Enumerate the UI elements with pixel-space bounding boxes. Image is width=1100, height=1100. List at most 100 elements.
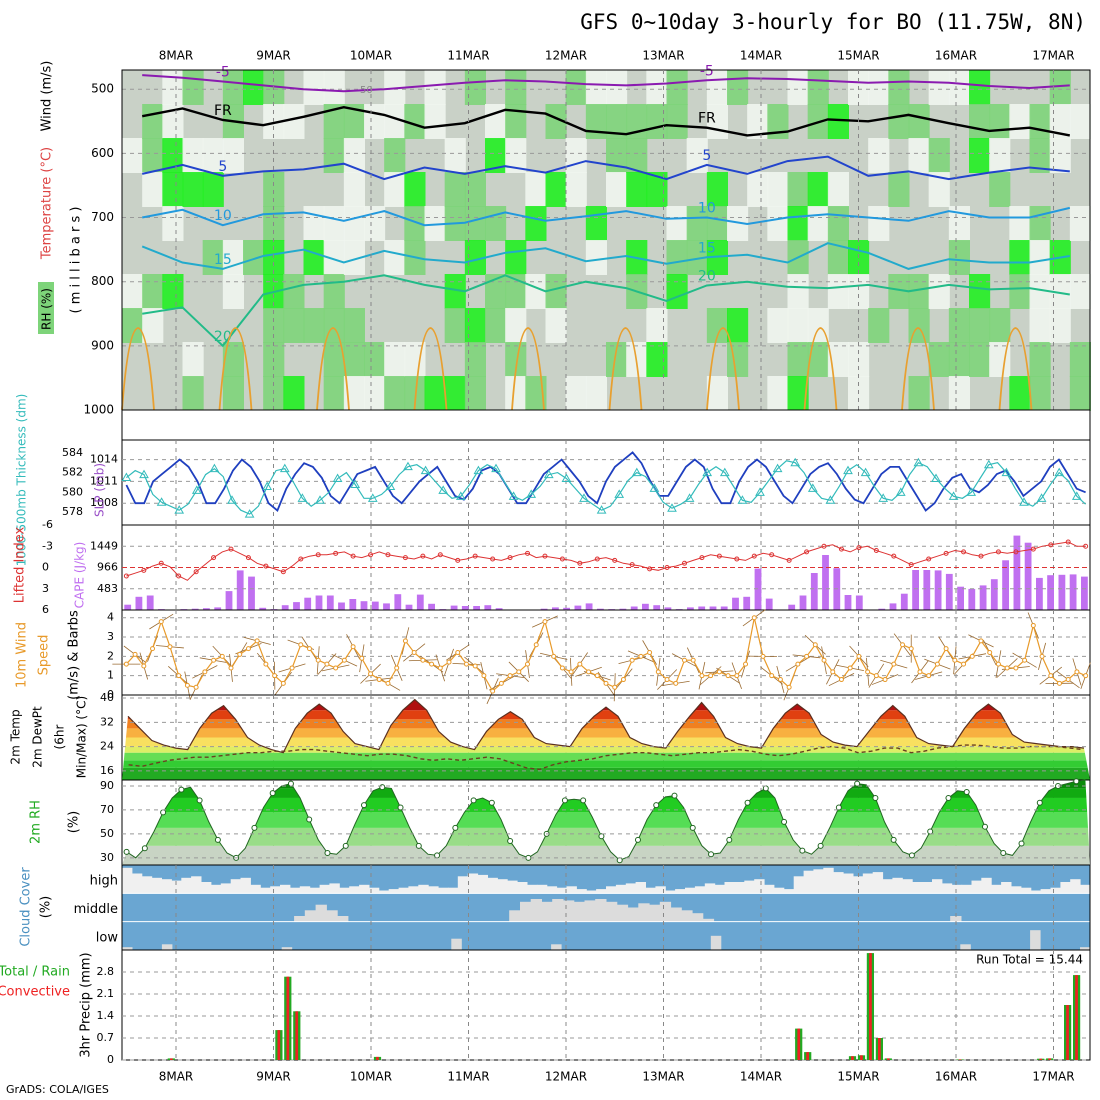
rh-cell	[989, 342, 1011, 377]
cape-bar	[450, 605, 458, 610]
rh-band	[122, 845, 1090, 865]
rh-tick-label: 30	[100, 851, 114, 864]
rh-point	[287, 780, 294, 787]
isotherm-label: 10	[214, 208, 232, 224]
cloud-cell-low	[960, 944, 971, 950]
cape-bar	[1013, 535, 1021, 610]
cloud-cell-high	[576, 889, 587, 894]
thickness-point	[1001, 467, 1012, 477]
rh-cell	[505, 138, 527, 173]
date-label-bottom: 13MAR	[642, 1070, 684, 1084]
rh-contour-label: 50	[360, 85, 373, 96]
wind-speed-point	[838, 677, 844, 683]
wind-speed-point	[551, 653, 557, 659]
rh-cell	[1069, 274, 1091, 309]
cloud-cell-high	[694, 886, 706, 894]
cloud-cell-low	[281, 947, 293, 950]
rh-cell	[727, 70, 749, 105]
lifted-index-point	[1065, 539, 1071, 545]
wind-speed-point	[315, 657, 321, 663]
cape-bar	[912, 570, 919, 610]
temp-band	[122, 728, 1090, 738]
cloud-cell-high	[862, 873, 874, 894]
rh-cell	[444, 274, 466, 309]
cape-bar	[799, 595, 807, 610]
rh-cell	[424, 70, 446, 105]
wind-speed-point	[865, 669, 871, 675]
temp-band	[122, 746, 1090, 753]
precip-convective-bar	[277, 1030, 281, 1060]
rh-cell	[827, 104, 849, 139]
cloud-cell-high	[635, 882, 646, 894]
wind-speed-point	[507, 673, 513, 679]
rh-cell	[666, 206, 688, 241]
lifted-index-point	[577, 560, 583, 566]
cloud-cell-high	[665, 890, 676, 894]
date-label-top: 15MAR	[837, 49, 879, 63]
date-label-top: 17MAR	[1032, 49, 1074, 63]
rh-cell	[827, 172, 849, 207]
precip-convective-bar	[1048, 1058, 1051, 1060]
precip-convective-bar	[286, 976, 290, 1060]
cape-bar	[293, 602, 300, 610]
rh-cell	[182, 138, 204, 173]
rh-point	[397, 804, 404, 811]
wind-speed-point	[245, 646, 251, 652]
precip-tick-label: 0	[107, 1053, 114, 1066]
rh-cell	[787, 376, 809, 411]
rh-cell	[404, 104, 426, 139]
rh-cell	[525, 274, 547, 309]
rh-cell	[142, 308, 164, 343]
rh-cell	[928, 70, 950, 105]
cape-bar	[124, 604, 132, 610]
thickness-point	[508, 491, 519, 500]
wind-speed-point	[219, 653, 225, 659]
wind-speed-point	[995, 661, 1001, 667]
cloud-cell-high	[359, 884, 370, 894]
rh-cell	[969, 308, 991, 343]
wind-speed-point	[385, 680, 391, 686]
rh-cell	[323, 274, 345, 309]
date-label-bottom: 17MAR	[1032, 1070, 1074, 1084]
rh-cell	[444, 172, 466, 207]
rh-point	[598, 833, 605, 840]
date-label-top: 13MAR	[642, 49, 684, 63]
temp-band	[122, 760, 1090, 768]
cape-bar	[405, 604, 413, 610]
cloud-cell-high	[349, 886, 360, 894]
rh-cell	[908, 104, 930, 139]
isotherm-line-15	[141, 242, 1070, 270]
rh-band	[122, 788, 1090, 798]
rh-cell	[424, 376, 446, 411]
rh-tick-label: 50	[100, 827, 114, 840]
lifted-index-point	[734, 556, 740, 562]
cloud-cell-middle	[304, 910, 317, 922]
date-label-top: 10MAR	[350, 49, 392, 63]
rh-cell	[1049, 104, 1071, 139]
precip-convective-bar	[851, 1056, 854, 1060]
date-label-bottom: 12MAR	[545, 1070, 587, 1084]
lifted-index-point	[647, 566, 653, 572]
thickness-line	[126, 460, 1087, 515]
cape-bar	[203, 608, 210, 610]
rh-cell	[1029, 240, 1051, 275]
rh-point	[1073, 778, 1080, 785]
rh-cell	[787, 206, 809, 241]
rh-point	[817, 842, 824, 849]
slp-tick-label: 1008	[90, 496, 118, 509]
thickness-point	[332, 473, 343, 483]
cape-bar	[236, 570, 244, 610]
thickness-point	[667, 503, 677, 512]
wind-speed-point	[821, 657, 827, 663]
cloud-cell-middle	[294, 916, 306, 922]
rh-point	[434, 852, 441, 859]
rh-cell	[283, 308, 305, 343]
rh-point	[488, 799, 495, 806]
cloud-cell-high	[892, 877, 903, 894]
wind-speed-point	[961, 661, 967, 667]
rh-point	[927, 828, 934, 835]
wind-speed-point	[481, 673, 487, 679]
cloud-cell-high	[704, 883, 716, 894]
rh-cell	[666, 274, 688, 309]
cloud-cell-high	[329, 883, 340, 894]
